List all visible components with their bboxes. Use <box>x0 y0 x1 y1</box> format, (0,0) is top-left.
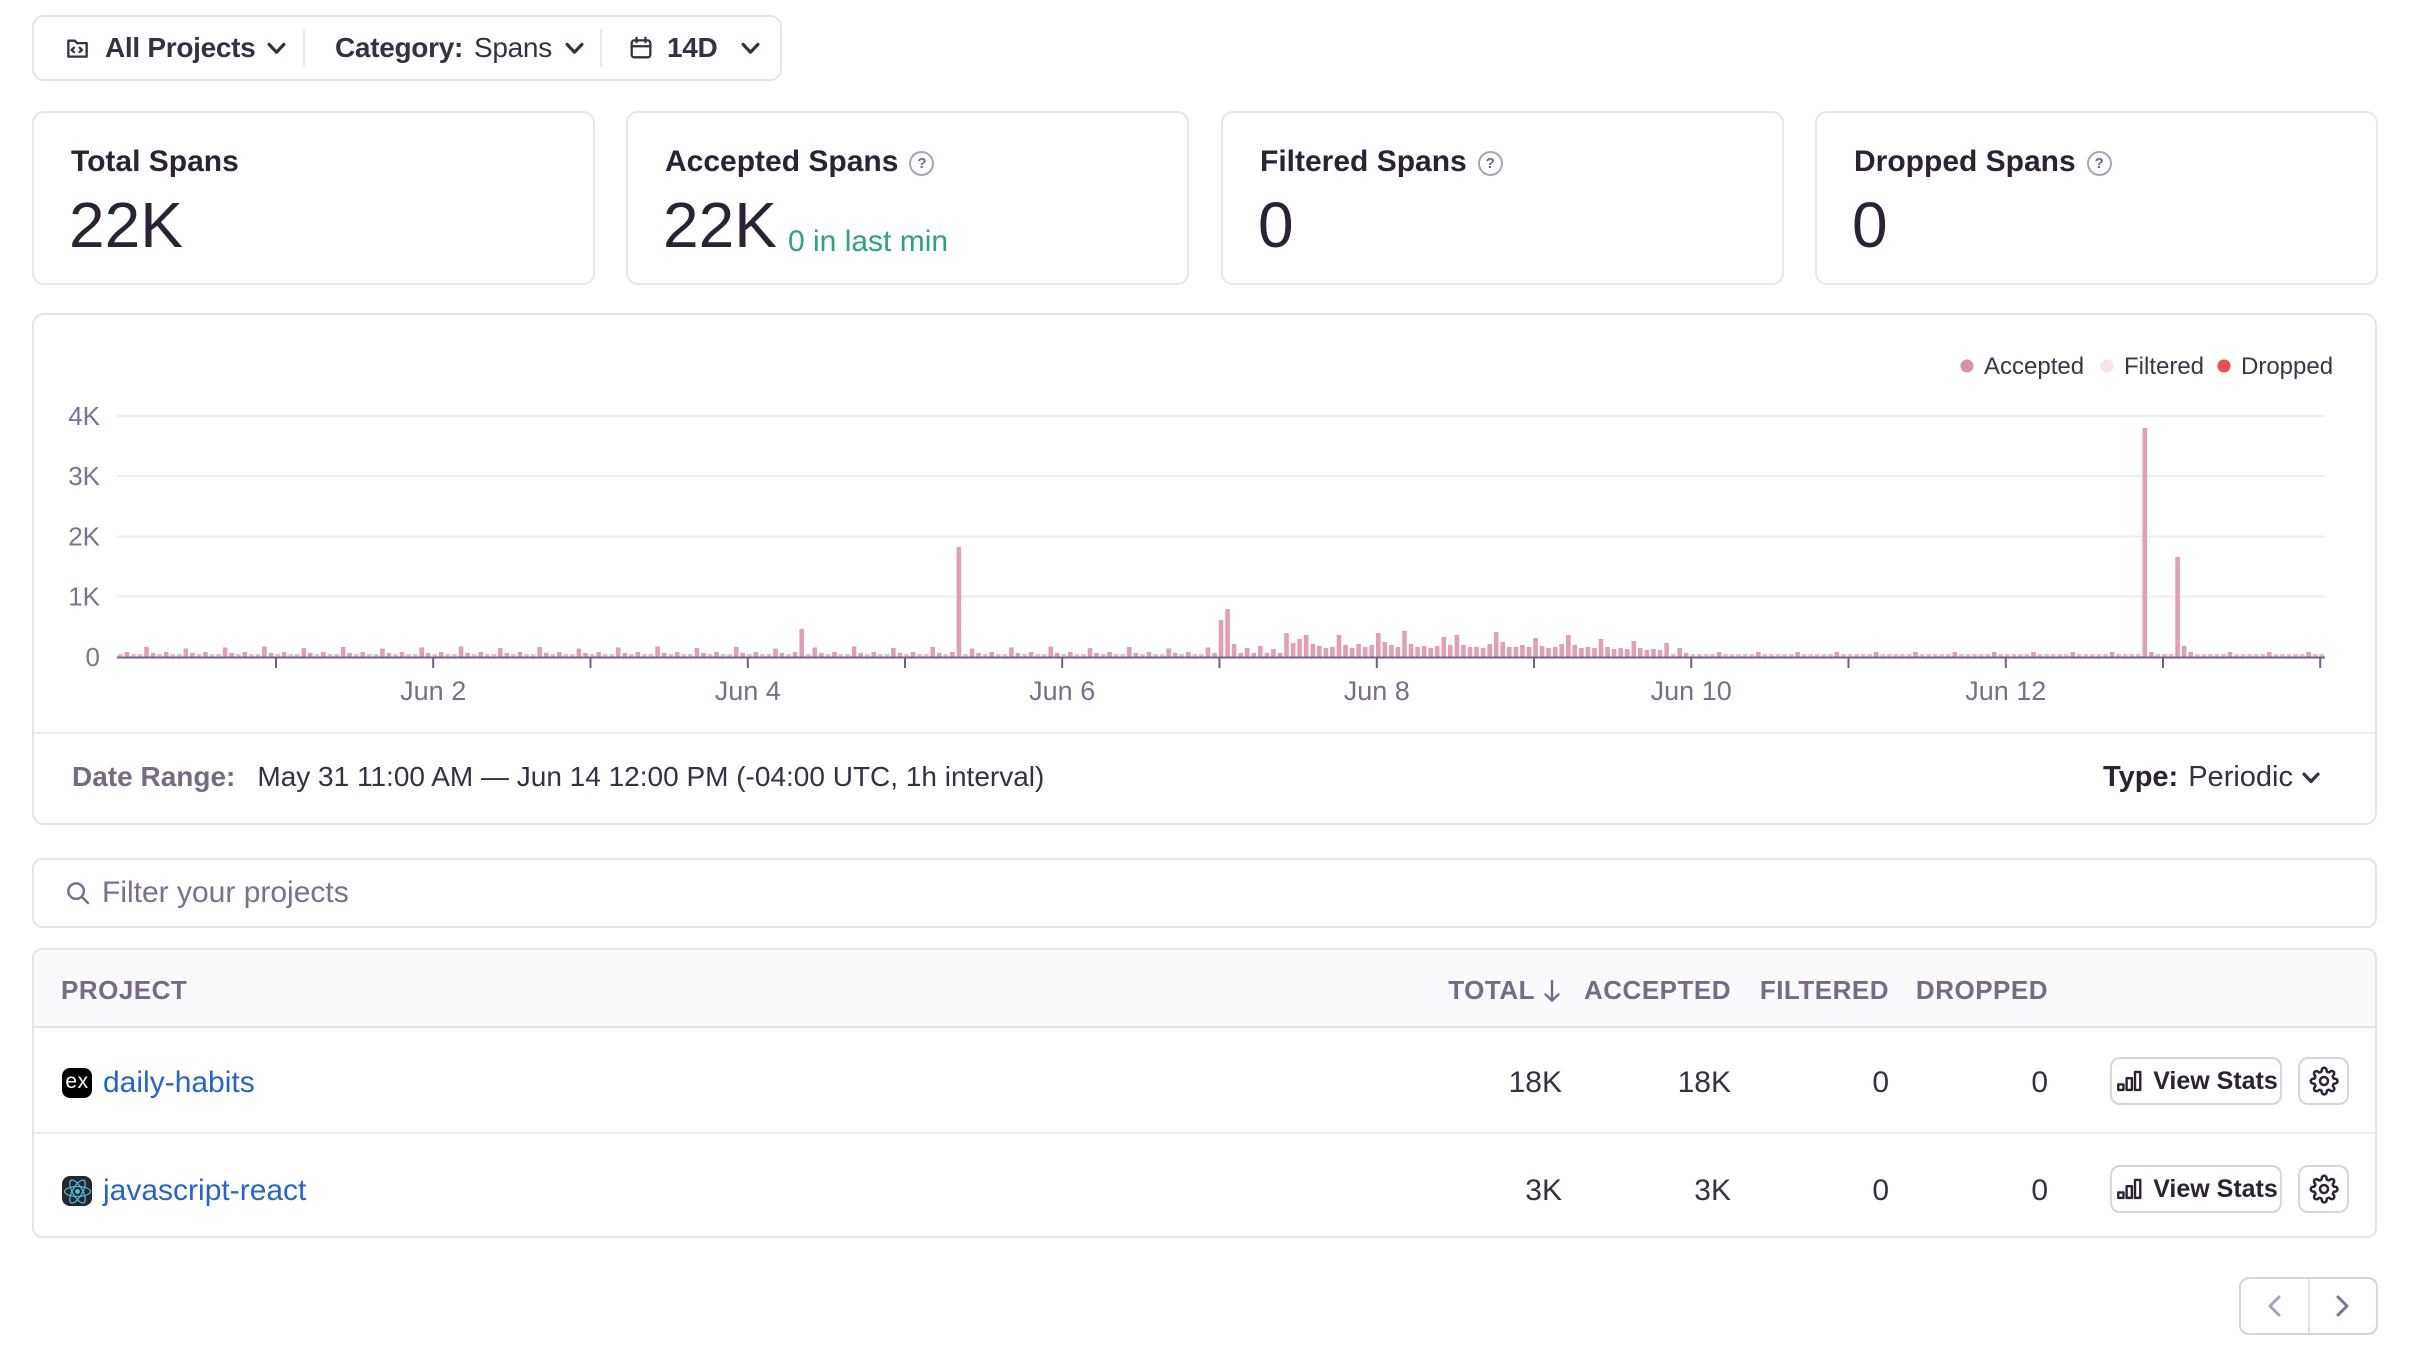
svg-text:Jun 8: Jun 8 <box>1344 676 1410 706</box>
svg-text:Jun 10: Jun 10 <box>1651 676 1732 706</box>
svg-text:Jun 2: Jun 2 <box>400 676 466 706</box>
svg-text:Jun 6: Jun 6 <box>1029 676 1095 706</box>
svg-text:1K: 1K <box>68 582 100 612</box>
svg-text:Jun 12: Jun 12 <box>1965 676 2046 706</box>
svg-text:Dropped: Dropped <box>2241 353 2333 380</box>
svg-text:2K: 2K <box>68 522 100 552</box>
svg-text:3K: 3K <box>68 461 100 491</box>
svg-text:0: 0 <box>86 642 100 672</box>
svg-text:Accepted: Accepted <box>1984 353 2084 380</box>
svg-text:Filtered: Filtered <box>2124 353 2204 380</box>
svg-text:Jun 4: Jun 4 <box>715 676 781 706</box>
svg-text:4K: 4K <box>68 401 100 431</box>
